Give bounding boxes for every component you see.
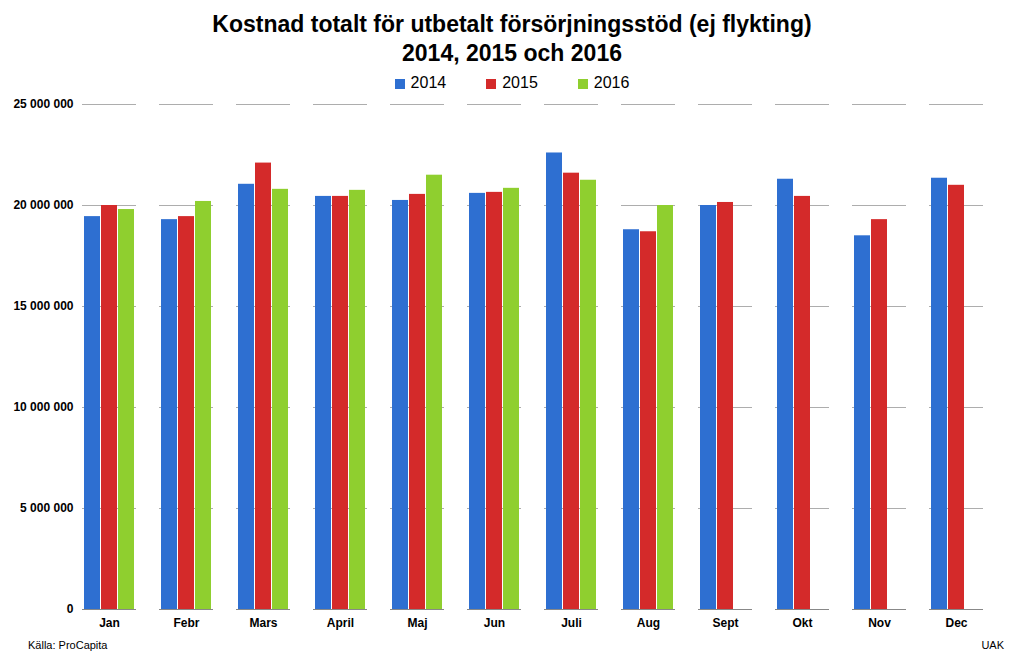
svg-text:Aug: Aug <box>637 616 660 630</box>
html-text:Källa: ProCapita: Källa: ProCapita <box>28 639 108 651</box>
svg-text:0: 0 <box>67 602 74 616</box>
svg-text:April: April <box>327 616 354 630</box>
svg-text:Dec: Dec <box>945 616 967 630</box>
svg-text:Mars: Mars <box>249 616 277 630</box>
html-text:Kostnad totalt för utbetalt fö: Kostnad totalt för utbetalt försörjnings… <box>212 11 812 37</box>
html-text:UAK: UAK <box>981 639 1004 651</box>
svg-text:Maj: Maj <box>407 616 427 630</box>
svg-text:Okt: Okt <box>792 616 812 630</box>
svg-text:20 000 000: 20 000 000 <box>13 198 73 212</box>
svg-text:Jun: Jun <box>484 616 505 630</box>
svg-text:10 000 000: 10 000 000 <box>13 400 73 414</box>
html-text:2014, 2015 och 2016: 2014, 2015 och 2016 <box>402 40 622 66</box>
html-text:2014: 2014 <box>410 74 447 91</box>
svg-text:25 000 000: 25 000 000 <box>13 97 73 111</box>
html-text:2016: 2016 <box>593 74 630 91</box>
html-text:2015: 2015 <box>502 74 538 91</box>
svg-text:Febr: Febr <box>173 616 199 630</box>
svg-text:Juli: Juli <box>561 616 582 630</box>
svg-text:Sept: Sept <box>712 616 738 630</box>
svg-text:Jan: Jan <box>99 616 120 630</box>
svg-text:15 000 000: 15 000 000 <box>13 299 73 313</box>
svg-text:5 000 000: 5 000 000 <box>20 501 74 515</box>
svg-text:Nov: Nov <box>868 616 891 630</box>
